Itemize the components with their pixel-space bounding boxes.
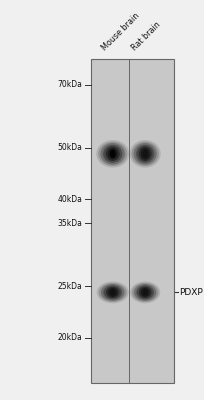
Text: 20kDa: 20kDa (57, 334, 82, 342)
Ellipse shape (105, 147, 119, 161)
Ellipse shape (108, 148, 117, 159)
Text: Rat brain: Rat brain (129, 20, 161, 53)
Ellipse shape (105, 287, 119, 298)
Ellipse shape (109, 150, 115, 158)
Ellipse shape (140, 148, 149, 159)
Ellipse shape (142, 150, 147, 158)
Ellipse shape (133, 284, 156, 301)
Ellipse shape (138, 147, 151, 161)
Text: 50kDa: 50kDa (57, 143, 82, 152)
Ellipse shape (129, 140, 160, 168)
Ellipse shape (100, 284, 124, 301)
Text: 25kDa: 25kDa (57, 282, 82, 291)
Ellipse shape (103, 285, 121, 300)
Ellipse shape (96, 140, 129, 168)
Ellipse shape (131, 142, 158, 166)
Ellipse shape (103, 145, 122, 163)
FancyBboxPatch shape (91, 59, 173, 384)
Text: PDXP: PDXP (178, 288, 202, 297)
Ellipse shape (138, 287, 151, 298)
Ellipse shape (140, 288, 149, 297)
Ellipse shape (108, 288, 117, 297)
Text: 40kDa: 40kDa (57, 195, 82, 204)
Ellipse shape (142, 289, 147, 296)
Text: 70kDa: 70kDa (57, 80, 82, 89)
Ellipse shape (130, 282, 160, 303)
Ellipse shape (96, 282, 128, 303)
Ellipse shape (133, 143, 156, 165)
Ellipse shape (131, 283, 158, 302)
Ellipse shape (110, 289, 115, 296)
Ellipse shape (100, 143, 124, 165)
Ellipse shape (110, 150, 115, 158)
Ellipse shape (136, 285, 153, 300)
Text: Mouse brain: Mouse brain (99, 12, 140, 53)
Ellipse shape (98, 142, 127, 166)
Text: 35kDa: 35kDa (57, 219, 82, 228)
Ellipse shape (98, 283, 126, 302)
Ellipse shape (135, 145, 153, 163)
